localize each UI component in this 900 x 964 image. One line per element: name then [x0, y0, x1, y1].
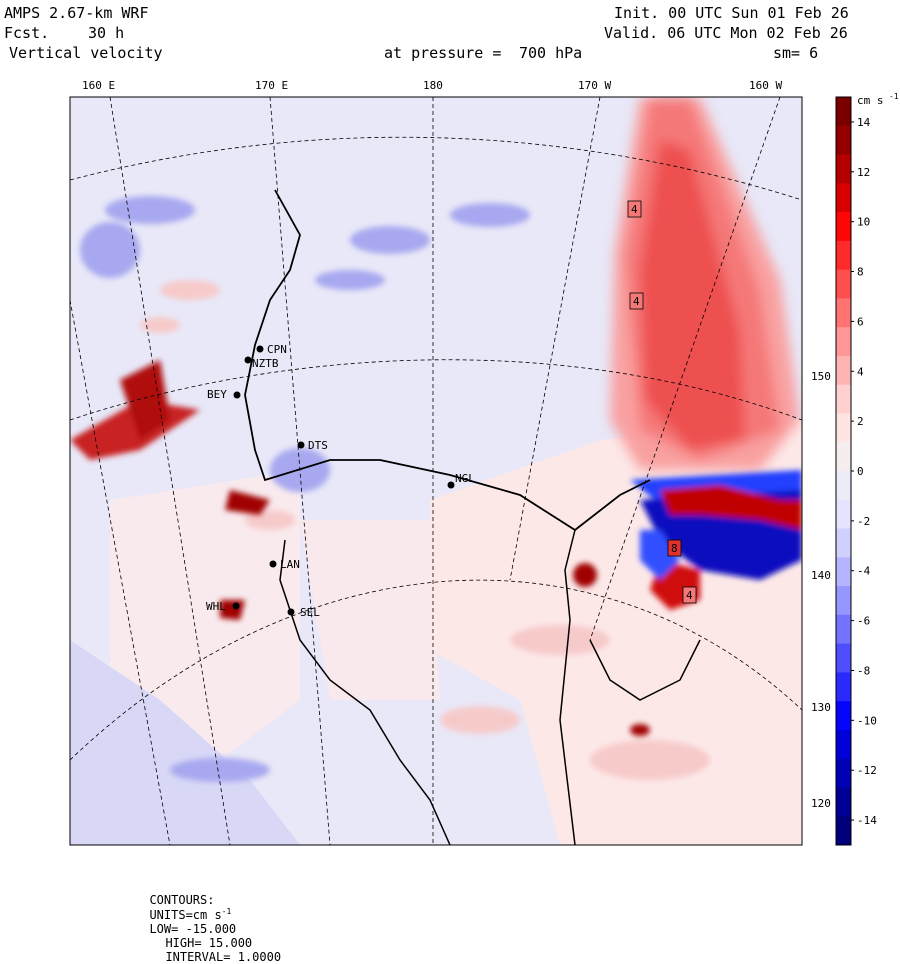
colorbar-units-exponent: -1: [889, 92, 899, 101]
smoothing-value: sm= 6: [773, 44, 819, 62]
colorbar-label: 2: [857, 415, 864, 428]
colorbar-swatch: [836, 701, 851, 731]
colorbar-units: cm s: [857, 94, 884, 107]
forecast-label: Fcst.: [4, 24, 50, 42]
station-dot: [447, 481, 455, 489]
colorbar-label: -12: [857, 764, 877, 777]
station-label-nztb: NZTB: [252, 357, 279, 370]
station-label-cpn: CPN: [267, 343, 287, 356]
field-name: Vertical velocity: [9, 44, 163, 62]
colorbar-label: -10: [857, 714, 877, 727]
station-dot: [233, 391, 241, 399]
contour-label: 4: [686, 589, 693, 602]
colorbar-swatch: [836, 183, 851, 213]
colorbar-swatch: [836, 355, 851, 386]
footer-label: CONTOURS:: [149, 893, 215, 907]
station-dot: [232, 602, 240, 610]
station-dot: [297, 441, 305, 449]
colorbar-label: 6: [857, 315, 864, 328]
lon-label-top: 160 E: [82, 79, 115, 92]
lon-label-top: 170 E: [255, 79, 288, 92]
colorbar-swatch: [836, 298, 851, 328]
colorbar-label: 4: [857, 365, 864, 378]
colorbar-swatch: [836, 442, 851, 472]
init-time: Init. 00 UTC Sun 01 Feb 26: [614, 4, 849, 22]
colorbar-swatch: [836, 758, 851, 788]
station-label-dts: DTS: [308, 439, 328, 452]
colorbar-label: -14: [857, 814, 877, 827]
valid-time: Valid. 06 UTC Mon 02 Feb 26: [604, 24, 848, 42]
station-dot: [256, 345, 264, 353]
colorbar-swatch: [836, 327, 851, 357]
colorbar-swatch: [836, 154, 851, 184]
station-label-ngl: NGL: [455, 472, 475, 485]
colorbar-swatch: [836, 816, 851, 846]
colorbar-label: -4: [857, 565, 871, 578]
colorbar-label: -2: [857, 515, 870, 528]
station-markers: [232, 345, 455, 616]
pressure-label: at pressure =: [384, 44, 502, 62]
colorbar-swatch: [836, 557, 851, 587]
station-label-sel: SEL: [300, 606, 320, 619]
velocity-field: CPN NZTB BEY DTS NGL LAN SEL WHL 4 4 8 4: [70, 97, 802, 845]
forecast-hour: 30 h: [88, 24, 125, 42]
station-dot: [269, 560, 277, 568]
colorbar-label: 12: [857, 166, 870, 179]
lon-label-top: 170 W: [578, 79, 611, 92]
colorbar-label: -6: [857, 615, 870, 628]
colorbar-swatch: [836, 672, 851, 702]
contour-label: 8: [671, 542, 678, 555]
pressure-value: 700 hPa: [519, 44, 583, 62]
colorbar-swatch: [836, 471, 851, 501]
colorbar-swatch: [836, 729, 851, 760]
footer-units-exponent: -1: [221, 907, 232, 916]
model-title: AMPS 2.67-km WRF: [4, 4, 149, 22]
station-label-whl: WHL: [206, 600, 226, 613]
footer-interval: INTERVAL= 1.0000: [165, 950, 282, 964]
lon-label-top: 160 W: [749, 79, 782, 92]
colorbar: [835, 96, 852, 846]
colorbar-swatch: [836, 269, 851, 299]
footer-units: UNITS=cm s: [149, 908, 222, 922]
colorbar-swatch: [836, 413, 851, 443]
lon-label-top: 180: [423, 79, 443, 92]
colorbar-swatch: [836, 212, 851, 242]
footer-low: LOW= -15.000: [149, 922, 237, 936]
station-label-bey: BEY: [207, 388, 227, 401]
map-figure: CPN NZTB BEY DTS NGL LAN SEL WHL 4 4 8 4…: [69, 79, 899, 846]
colorbar-label: 0: [857, 465, 864, 478]
colorbar-swatch: [836, 97, 851, 127]
colorbar-swatch: [836, 240, 851, 271]
station-dot: [244, 356, 252, 364]
contour-label: 4: [631, 203, 638, 216]
colorbar-swatch: [836, 528, 851, 558]
colorbar-label: -8: [857, 664, 870, 677]
contour-label: 4: [633, 295, 640, 308]
colorbar-swatch: [836, 614, 851, 645]
colorbar-swatch: [836, 384, 851, 414]
colorbar-swatch: [836, 643, 851, 673]
station-label-lan: LAN: [280, 558, 300, 571]
colorbar-label: 14: [857, 116, 871, 129]
colorbar-label: 10: [857, 216, 870, 229]
footer-contours: CONTOURS: UNITS=cm s-1 LOW= -15.000 HIGH…: [135, 879, 281, 964]
colorbar-swatch: [836, 787, 851, 817]
footer-high: HIGH= 15.000: [165, 936, 253, 950]
colorbar-swatch: [836, 586, 851, 616]
colorbar-swatch: [836, 125, 851, 156]
station-dot: [287, 608, 295, 616]
colorbar-swatch: [836, 499, 851, 530]
colorbar-label: 8: [857, 266, 864, 279]
